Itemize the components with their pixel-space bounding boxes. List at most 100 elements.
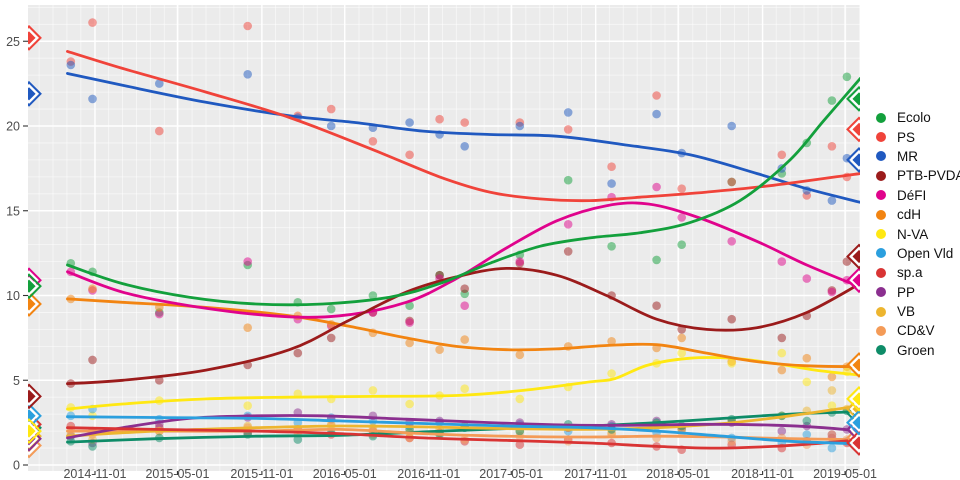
legend-dot-icon <box>876 132 886 143</box>
legend-dot-icon <box>876 325 886 336</box>
legend-label: PS <box>897 129 916 145</box>
y-tick-label: 25 <box>6 35 20 49</box>
legend-label: sp.a <box>897 265 923 281</box>
legend-dot-icon <box>876 209 886 220</box>
poll-point-n-va <box>460 384 470 394</box>
legend-item-ecolo: Ecolo <box>876 108 960 127</box>
poll-point-cdh <box>405 338 414 348</box>
legend-label: Open Vld <box>897 245 954 261</box>
poll-point-d-fi <box>515 257 525 266</box>
poll-point-ecolo <box>677 240 686 249</box>
result-2014-cdh <box>28 294 39 314</box>
trend-line-ps <box>66 50 860 203</box>
result-2014-ptb-pvda <box>28 386 39 406</box>
poll-point-mr <box>243 70 252 79</box>
poll-point-mr <box>563 108 573 117</box>
gridlines <box>28 5 860 471</box>
election-result-markers <box>28 24 860 459</box>
poll-point-mr <box>405 118 414 127</box>
legend-item-pp: PP <box>876 283 960 302</box>
poll-point-cdh <box>777 365 787 375</box>
poll-point-ecolo <box>842 72 852 82</box>
poll-point-d-fi <box>155 309 164 319</box>
poll-point-groen <box>88 442 97 451</box>
poll-point-d-fi <box>727 237 736 246</box>
poll-point-cd-v <box>727 437 736 446</box>
poll-point-ps <box>368 137 378 146</box>
poll-point-groen <box>293 435 303 444</box>
poll-point-sp-a <box>515 440 525 450</box>
poll-point-ps <box>777 150 787 160</box>
poll-point-ps <box>405 150 414 160</box>
axes: 0 5 10 15 20 25 2014-11-01 2015-05-01 2015-11-01… <box>6 35 877 480</box>
legend-item-cd-v: CD&V <box>876 321 960 340</box>
poll-point-d-fi <box>405 318 414 327</box>
poll-point-d-fi <box>802 274 812 283</box>
legend-dot-icon <box>876 287 886 298</box>
result-2019-open-vld-outer <box>846 409 860 436</box>
legend-item-d-fi: DéFI <box>876 186 960 205</box>
result-2019-ptb-pvda <box>849 247 860 266</box>
poll-point-ps <box>827 142 837 151</box>
poll-point-ps <box>563 125 573 134</box>
result-2019-ps-outer <box>846 116 860 143</box>
x-tick-label: 2018-11-01 <box>731 467 794 480</box>
poll-point-mr <box>827 196 837 205</box>
poll-point-open-vld <box>802 430 812 439</box>
poll-point-ps <box>677 184 686 193</box>
poll-point-ecolo <box>827 96 837 105</box>
legend-label: Ecolo <box>897 110 931 126</box>
x-tick-label: 2017-11-01 <box>564 467 627 480</box>
legend-item-open-vld: Open Vld <box>876 244 960 263</box>
poll-point-n-va <box>802 377 812 387</box>
poll-point-ecolo <box>326 304 336 314</box>
legend-dot-icon <box>876 190 886 201</box>
x-tick-label: 2018-05-01 <box>646 467 710 480</box>
x-tick-label: 2019-05-01 <box>813 467 877 480</box>
poll-point-mr <box>88 94 97 104</box>
poll-point-ps <box>607 162 616 171</box>
poll-point-open-vld <box>827 443 837 453</box>
poll-point-mr <box>66 60 76 70</box>
poll-point-n-va <box>405 399 414 409</box>
legend-label: PP <box>897 284 916 300</box>
result-2019-ecolo-outer <box>846 85 860 112</box>
poll-point-ps <box>652 91 661 100</box>
poll-point-pp <box>777 426 787 436</box>
poll-point-ps <box>727 177 736 187</box>
x-tick-label: 2014-11-01 <box>63 467 126 480</box>
result-2014-n-va <box>28 421 39 441</box>
result-2014-cdh-outer <box>28 291 42 317</box>
legend-dot-icon <box>876 345 886 356</box>
result-2014-ecolo-outer <box>28 273 42 300</box>
poll-point-ptb-pvda <box>326 333 336 343</box>
x-tick-label: 2017-05-01 <box>479 467 543 480</box>
poll-point-mr <box>326 121 336 131</box>
legend-dot-icon <box>876 229 886 240</box>
poll-point-cdh <box>677 333 686 343</box>
result-2019-cdh <box>849 355 860 375</box>
poll-point-cdh <box>802 353 812 363</box>
legend-label: CD&V <box>897 323 935 339</box>
y-tick-label: 5 <box>13 374 20 388</box>
legend-item-ps: PS <box>876 127 960 146</box>
legend-item-cdh: cdH <box>876 205 960 224</box>
x-tick-label: 2015-05-01 <box>145 467 209 480</box>
poll-point-ps <box>326 104 336 114</box>
y-tick-label: 20 <box>6 120 20 134</box>
y-tick-label: 15 <box>6 204 20 218</box>
poll-point-cdh <box>827 372 837 382</box>
trend-line-ptb-pvda <box>66 266 860 386</box>
poll-point-ptb-pvda <box>563 247 573 256</box>
trend-line-ecolo <box>66 77 860 307</box>
poll-point-n-va <box>677 348 686 358</box>
legend-item-groen: Groen <box>876 341 960 360</box>
x-tick-label: 2016-05-01 <box>313 467 377 480</box>
poll-point-d-fi <box>827 287 837 297</box>
trend-line-mr <box>66 72 860 204</box>
poll-point-n-va <box>607 369 616 378</box>
poll-point-d-fi <box>563 220 573 229</box>
trend-lines <box>66 50 860 450</box>
legend-label: cdH <box>897 207 922 223</box>
trend-line-vb <box>66 404 860 438</box>
